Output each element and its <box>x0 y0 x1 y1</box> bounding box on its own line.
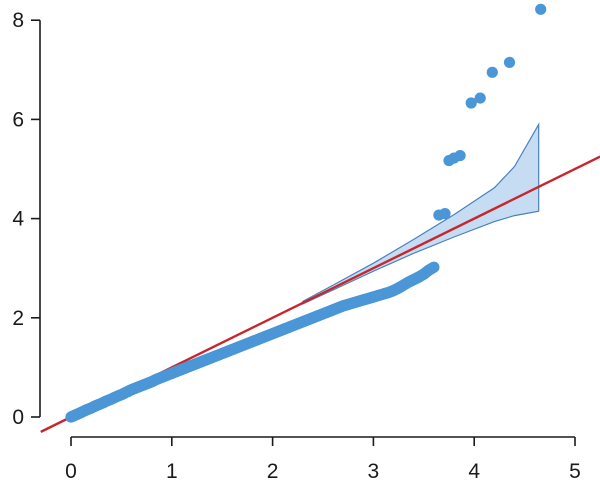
outlier-point <box>535 3 547 15</box>
confidence-band-layer <box>302 122 540 305</box>
outlier-point <box>454 150 466 162</box>
axes: 0 2 4 6 8 0 1 2 3 4 5 <box>12 9 581 483</box>
x-tick-label: 2 <box>267 460 279 483</box>
y-tick-label: 8 <box>12 9 24 32</box>
confidence-band <box>302 122 540 305</box>
x-tick-label: 0 <box>65 460 77 483</box>
outlier-point <box>474 92 486 104</box>
y-tick-label: 4 <box>12 208 24 231</box>
outlier-point <box>465 97 477 109</box>
outlier-point <box>503 56 516 68</box>
x-tick-label: 3 <box>368 460 380 483</box>
x-tick-label: 1 <box>166 460 178 483</box>
data-point <box>428 261 440 273</box>
y-tick-label: 6 <box>12 108 24 131</box>
data-points-layer <box>65 3 547 423</box>
outlier-point <box>486 66 498 78</box>
x-tick-label: 5 <box>569 460 581 483</box>
x-tick-label: 4 <box>468 460 480 483</box>
y-tick-label: 2 <box>12 307 24 330</box>
y-tick-label: 0 <box>12 406 24 429</box>
outlier-point <box>439 208 451 220</box>
